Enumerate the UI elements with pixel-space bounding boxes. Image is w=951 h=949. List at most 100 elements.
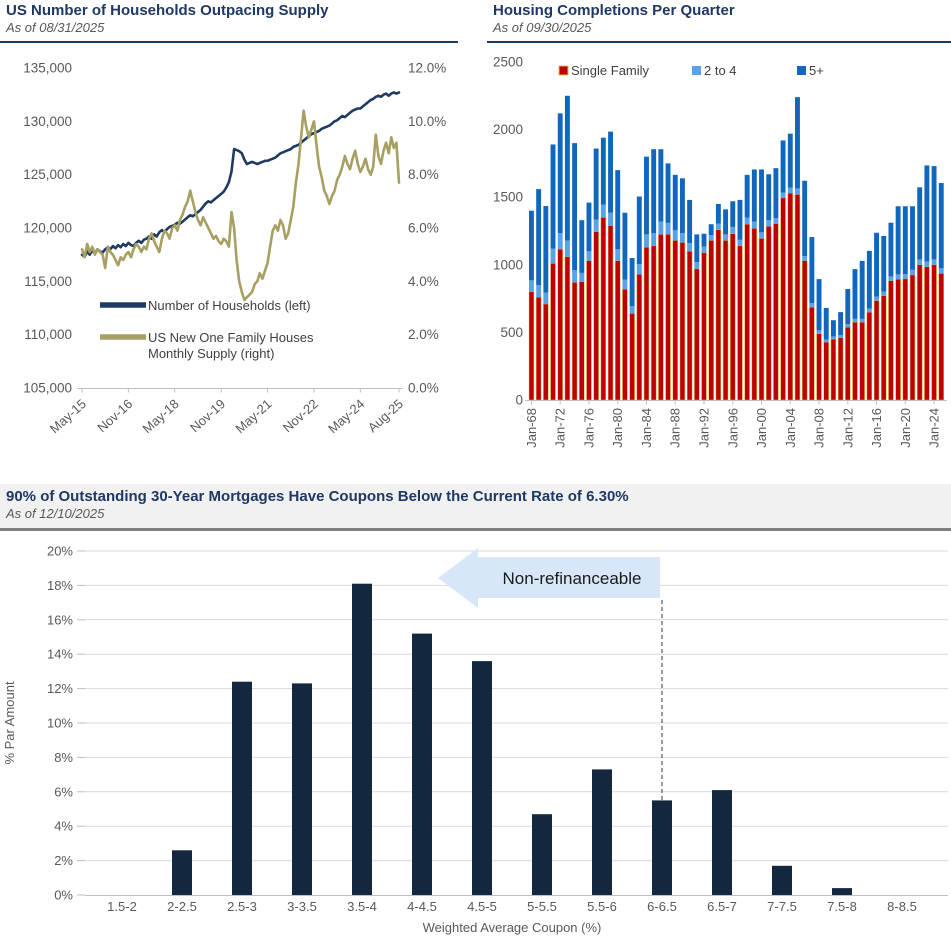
stacked-bar-segment — [787, 187, 793, 194]
left-axis-tick-label: 135,000 — [23, 61, 72, 76]
x-axis-tick-label: 6.5-7 — [707, 899, 737, 914]
x-axis-tick-label: 4-4.5 — [407, 899, 437, 914]
stacked-bar-segment — [823, 341, 829, 401]
x-axis-tick-label: Aug-25 — [365, 396, 406, 435]
legend-swatch — [558, 65, 569, 76]
stacked-bar-segment — [737, 245, 743, 401]
stacked-bar-segment — [759, 169, 764, 233]
y-axis-tick-label: 500 — [500, 325, 523, 340]
stacked-bar-segment — [845, 324, 851, 328]
stacked-bar-segment — [629, 313, 635, 401]
right-axis-tick-label: 2.0% — [408, 327, 439, 342]
stacked-bar-segment — [895, 274, 901, 280]
stacked-bar-segment — [830, 336, 836, 340]
stacked-bar-segment — [874, 232, 879, 297]
left-axis-tick-label: 120,000 — [23, 221, 72, 236]
stacked-bar-segment — [658, 149, 664, 222]
x-axis-tick-label: May-15 — [47, 396, 89, 436]
stacked-bar-segment — [938, 183, 944, 269]
stacked-bar-segment — [672, 230, 678, 241]
stacked-bar-segment — [579, 272, 585, 282]
coupon-bar — [772, 865, 792, 895]
stacked-bar-segment — [931, 264, 937, 401]
stacked-bar-segment — [766, 226, 772, 401]
stacked-bar-segment — [708, 240, 714, 401]
stacked-bar-segment — [586, 202, 592, 252]
stacked-bar-segment — [600, 137, 606, 205]
stacked-bar-segment — [694, 268, 700, 401]
stacked-bar-segment — [794, 194, 801, 401]
stacked-bar-segment — [679, 178, 685, 234]
x-axis-tick-label: Jan-08 — [812, 408, 827, 448]
left-axis-tick-label: 115,000 — [24, 274, 72, 289]
x-axis-tick-label: May-24 — [325, 396, 367, 436]
legend-label: US New One Family Houses — [148, 330, 314, 345]
x-axis-tick-label: Jan-20 — [898, 408, 913, 448]
series-line — [80, 91, 401, 259]
stacked-bar-segment — [636, 264, 642, 275]
x-axis-tick-label: Jan-88 — [668, 408, 683, 448]
y-axis-tick-label: 10% — [47, 716, 73, 731]
non-refinanceable-arrow — [438, 548, 660, 608]
stacked-bar-segment — [909, 274, 916, 401]
stacked-bar-segment — [723, 234, 729, 241]
stacked-bar-segment — [708, 235, 714, 241]
stacked-bar-segment — [924, 266, 930, 401]
stacked-bar-segment — [866, 312, 873, 401]
mortgage-coupon-bar-chart: 20% 18% 16% 14% 12% 10% 8% 6% 4% 2% 0% 1.5-2 2-2.5 2.… — [2, 544, 948, 935]
stacked-bar-segment — [593, 231, 599, 401]
stacked-bar-segment — [759, 232, 764, 239]
stacked-bar-segment — [723, 209, 729, 235]
coupons-chart-title: 90% of Outstanding 30-Year Mortgages Hav… — [6, 488, 629, 505]
stacked-bar-segment — [557, 113, 563, 234]
y-axis-tick-label: 2500 — [493, 55, 523, 70]
stacked-bar-segment — [859, 318, 865, 323]
stacked-bar-segment — [636, 196, 642, 265]
stacked-bar-segment — [902, 274, 908, 279]
households-chart-header: US Number of Households Outpacing Supply… — [0, 0, 458, 43]
stacked-bar-segment — [694, 262, 700, 269]
left-axis-tick-label: 125,000 — [23, 167, 72, 182]
stacked-bar-segment — [579, 220, 585, 273]
stacked-bar-segment — [881, 291, 887, 296]
stacked-bar-segment — [838, 335, 844, 338]
stacked-bar-segment — [679, 233, 685, 243]
stacked-bar-segment — [917, 259, 923, 265]
stacked-bar-segment — [543, 205, 549, 293]
coupon-bar — [832, 888, 852, 895]
x-axis-tick-label: Jan-00 — [754, 408, 769, 448]
stacked-bar-segment — [773, 168, 779, 219]
stacked-bar-segment — [651, 233, 657, 246]
legend-label: Single Family — [571, 63, 650, 78]
right-axis-tick-label: 12.0% — [408, 61, 446, 76]
stacked-bar-segment — [550, 248, 556, 264]
stacked-bar-segment — [535, 297, 542, 401]
x-axis-tick-label: Jan-68 — [524, 408, 539, 448]
stacked-bar-segment — [924, 261, 930, 267]
right-axis-tick-label: 4.0% — [408, 274, 439, 289]
stacked-bar-segment — [536, 285, 542, 298]
stacked-bar-segment — [766, 174, 772, 221]
stacked-bar-segment — [557, 233, 563, 250]
y-axis-tick-label: 14% — [47, 647, 73, 662]
stacked-bar-segment — [758, 238, 765, 401]
coupon-bar — [232, 681, 252, 895]
stacked-bar-segment — [888, 276, 894, 281]
coupons-chart-subtitle: As of 12/10/2025 — [6, 506, 105, 521]
stacked-bar-segment — [737, 199, 743, 240]
stacked-bar-segment — [801, 260, 808, 401]
stacked-bar-segment — [852, 269, 858, 319]
x-axis-tick-label: 5.5-6 — [587, 899, 617, 914]
stacked-bar-segment — [816, 333, 822, 401]
stacked-bar-segment — [931, 166, 937, 260]
stacked-bar-segment — [866, 308, 872, 313]
stacked-bar-segment — [730, 226, 736, 234]
stacked-bar-segment — [931, 259, 937, 265]
stacked-bar-segment — [895, 278, 901, 401]
stacked-bar-segment — [845, 289, 851, 325]
stacked-bar-segment — [859, 260, 865, 319]
stacked-bar-segment — [787, 133, 793, 188]
x-axis-tick-label: Jan-76 — [581, 408, 596, 448]
stacked-bar-segment — [830, 320, 836, 337]
stacked-bar-segment — [543, 303, 549, 401]
